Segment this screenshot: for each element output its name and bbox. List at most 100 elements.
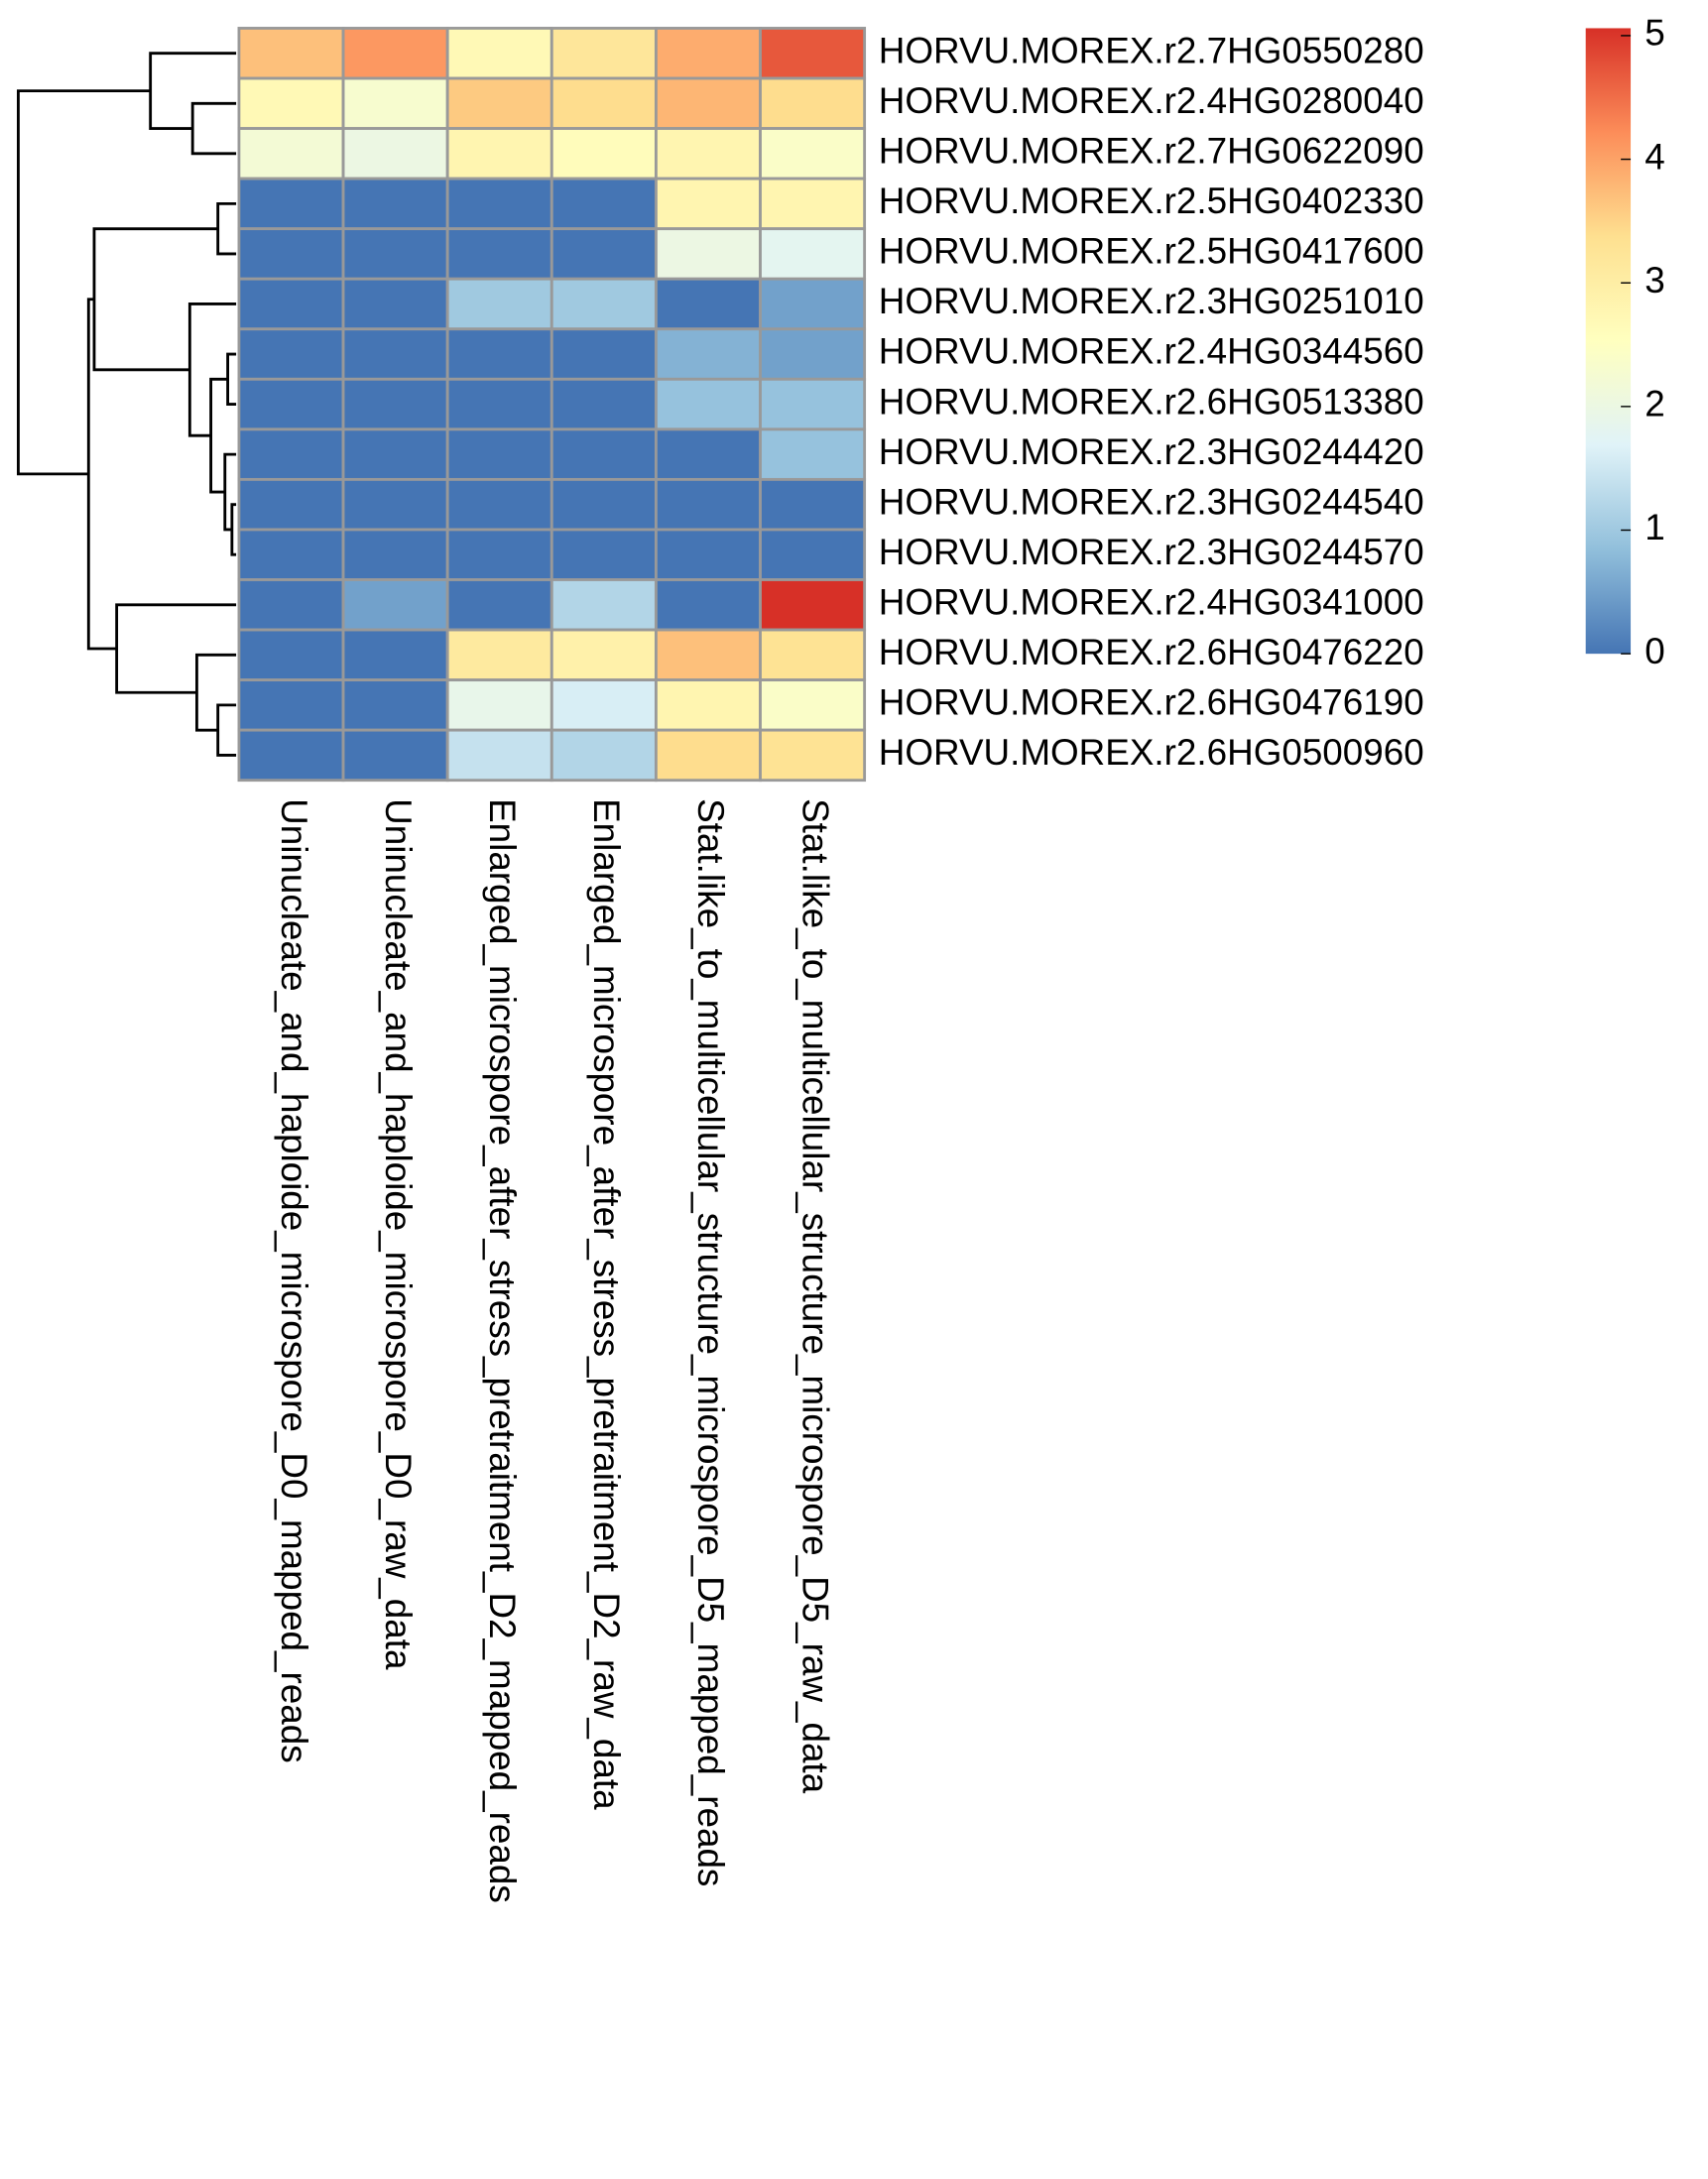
heatmap-cell xyxy=(341,728,449,783)
heatmap-cell xyxy=(341,427,449,481)
dendrogram-branch xyxy=(187,303,237,437)
heatmap-cell xyxy=(445,127,553,181)
heatmap-cell xyxy=(237,76,345,130)
heatmap-cell xyxy=(549,477,658,532)
heatmap-cell xyxy=(237,678,345,732)
dendrogram-branch xyxy=(230,503,237,556)
column-label: Stat.like_to_multicellular_structure_mic… xyxy=(794,798,835,1794)
heatmap-cell xyxy=(341,277,449,331)
heatmap-cell xyxy=(237,227,345,281)
colorbar-tick-label: 0 xyxy=(1645,631,1664,671)
heatmap-cell xyxy=(759,427,867,481)
heatmap-cell xyxy=(237,728,345,783)
heatmap-cell xyxy=(654,227,762,281)
heatmap-cell xyxy=(445,427,553,481)
dendrogram-branch xyxy=(92,227,218,372)
heatmap-cell xyxy=(341,678,449,732)
heatmap-cell xyxy=(654,177,762,231)
heatmap-cell xyxy=(445,27,553,80)
heatmap-cell xyxy=(759,678,867,732)
heatmap-cell xyxy=(445,578,553,632)
heatmap-cell xyxy=(445,377,553,431)
heatmap-cell xyxy=(341,628,449,682)
dendrogram-branch xyxy=(226,352,237,406)
colorbar-tick-label: 4 xyxy=(1645,136,1664,177)
heatmap-cell xyxy=(654,427,762,481)
heatmap-cell xyxy=(549,76,658,130)
heatmap-cell xyxy=(237,427,345,481)
heatmap-cell xyxy=(759,277,867,331)
dendrogram-branch xyxy=(216,703,237,757)
heatmap-cell xyxy=(341,528,449,581)
column-label: Enlarged_microspore_after_stress_pretrai… xyxy=(482,798,523,1903)
heatmap-cell xyxy=(445,528,553,581)
heatmap-cell xyxy=(654,528,762,581)
heatmap-cell xyxy=(549,377,658,431)
heatmap-cell xyxy=(341,578,449,632)
heatmap-cell xyxy=(759,728,867,783)
heatmap-cell xyxy=(237,177,345,231)
heatmap-cell xyxy=(445,177,553,231)
heatmap-cell xyxy=(654,628,762,682)
dendrogram-branch xyxy=(216,201,237,256)
heatmap-cell xyxy=(759,177,867,231)
row-label: HORVU.MOREX.r2.6HG0513380 xyxy=(879,381,1424,422)
heatmap-cell xyxy=(341,477,449,532)
row-label: HORVU.MOREX.r2.5HG0402330 xyxy=(879,181,1424,221)
column-label: Stat.like_to_multicellular_structure_mic… xyxy=(690,798,731,1886)
row-label: HORVU.MOREX.r2.4HG0341000 xyxy=(879,582,1424,623)
heatmap-cell xyxy=(237,578,345,632)
heatmap-cell xyxy=(759,578,867,632)
row-label: HORVU.MOREX.r2.6HG0500960 xyxy=(879,732,1424,773)
heatmap-cell xyxy=(341,76,449,130)
row-label: HORVU.MOREX.r2.3HG0244540 xyxy=(879,481,1424,522)
heatmap-cell xyxy=(341,177,449,231)
heatmap-cell xyxy=(759,127,867,181)
colorbar-tick-label: 1 xyxy=(1645,507,1664,547)
colorbar-tick-label: 3 xyxy=(1645,260,1664,301)
heatmap-cell xyxy=(549,327,658,381)
heatmap-cell xyxy=(654,728,762,783)
heatmap-cell xyxy=(445,728,553,783)
heatmap-cell xyxy=(654,678,762,732)
heatmap-cell xyxy=(759,377,867,431)
row-label: HORVU.MOREX.r2.3HG0251010 xyxy=(879,281,1424,321)
heatmap-cell xyxy=(237,528,345,581)
column-label: Uninucleate_and_haploide_microspore_D0_r… xyxy=(378,798,419,1670)
row-label: HORVU.MOREX.r2.7HG0550280 xyxy=(879,30,1424,70)
row-label: HORVU.MOREX.r2.5HG0417600 xyxy=(879,231,1424,272)
heatmap-cell xyxy=(549,678,658,732)
heatmap-cell xyxy=(341,27,449,80)
heatmap-cell xyxy=(549,177,658,231)
dendrogram-branch xyxy=(115,603,237,694)
heatmap-cell xyxy=(759,528,867,581)
row-label: HORVU.MOREX.r2.3HG0244570 xyxy=(879,532,1424,572)
heatmap-cell xyxy=(654,76,762,130)
heatmap-cell xyxy=(549,227,658,281)
heatmap-cell xyxy=(445,477,553,532)
heatmap-cell xyxy=(549,628,658,682)
heatmap-cell xyxy=(549,728,658,783)
heatmap-cell xyxy=(654,27,762,80)
dendrogram-branch xyxy=(17,89,151,476)
heatmap-cell xyxy=(445,628,553,682)
heatmap-cell xyxy=(341,327,449,381)
heatmap-cell xyxy=(759,327,867,381)
heatmap-cell xyxy=(759,477,867,532)
row-label: HORVU.MOREX.r2.3HG0244420 xyxy=(879,431,1424,472)
dendrogram xyxy=(17,52,237,757)
heatmap-cell xyxy=(654,327,762,381)
heatmap-cell xyxy=(237,27,345,80)
heatmap-cell xyxy=(445,227,553,281)
dendrogram-branch xyxy=(190,101,237,156)
heatmap-cell xyxy=(237,377,345,431)
heatmap-cell xyxy=(237,628,345,682)
heatmap-cell xyxy=(549,127,658,181)
row-label: HORVU.MOREX.r2.7HG0622090 xyxy=(879,131,1424,172)
heatmap-cell xyxy=(237,127,345,181)
heatmap-cell xyxy=(341,127,449,181)
heatmap-cell xyxy=(445,327,553,381)
heatmap-cell xyxy=(549,27,658,80)
